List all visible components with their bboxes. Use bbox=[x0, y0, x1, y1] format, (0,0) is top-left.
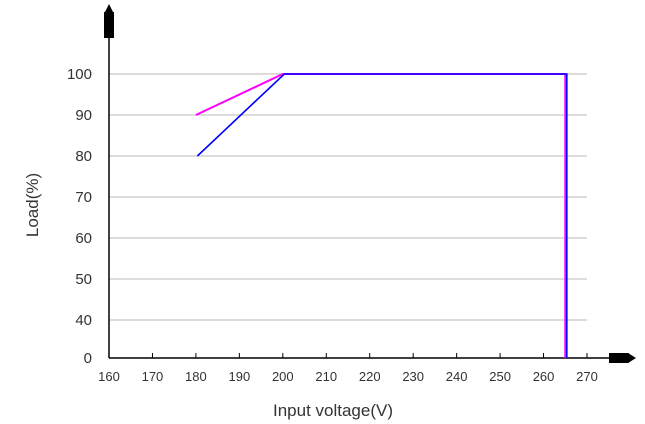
series-line-1 bbox=[195, 73, 567, 358]
grid-lines bbox=[109, 73, 587, 321]
x-tick-label: 180 bbox=[185, 369, 207, 384]
x-axis-arrow-icon bbox=[609, 353, 629, 363]
x-tick-label: 220 bbox=[359, 369, 381, 384]
y-tick-label: 70 bbox=[75, 189, 92, 206]
x-tick-label: 160 bbox=[98, 369, 120, 384]
y-tick-label: 90 bbox=[75, 107, 92, 124]
x-tick-label: 170 bbox=[142, 369, 164, 384]
x-ticks: 160 170 180 190 200 210 220 230 240 250 260 270 bbox=[98, 353, 598, 384]
y-tick-label: 50 bbox=[75, 271, 92, 288]
y-tick-label: 100 bbox=[67, 66, 92, 83]
y-tick-label: 0 bbox=[84, 350, 92, 367]
y-axis-arrow-icon bbox=[104, 12, 114, 38]
y-ticks: 0 40 50 60 70 80 90 100 bbox=[67, 66, 92, 367]
x-tick-label: 230 bbox=[402, 369, 424, 384]
x-tick-label: 190 bbox=[229, 369, 251, 384]
axes bbox=[104, 4, 636, 363]
y-tick-label: 80 bbox=[75, 148, 92, 165]
y-axis-title: Load(%) bbox=[23, 173, 42, 237]
x-axis-arrow-tip-icon bbox=[628, 353, 636, 363]
x-tick-label: 200 bbox=[272, 369, 294, 384]
x-tick-label: 250 bbox=[489, 369, 511, 384]
x-tick-label: 240 bbox=[446, 369, 468, 384]
y-tick-label: 40 bbox=[75, 312, 92, 329]
x-tick-label: 270 bbox=[576, 369, 598, 384]
series-line-2 bbox=[196, 73, 568, 358]
y-axis-arrow-tip-icon bbox=[104, 4, 114, 14]
x-tick-label: 210 bbox=[315, 369, 337, 384]
x-axis-title: Input voltage(V) bbox=[273, 401, 393, 420]
series-lines bbox=[195, 73, 568, 358]
x-tick-label: 260 bbox=[533, 369, 555, 384]
y-tick-label: 60 bbox=[75, 230, 92, 247]
